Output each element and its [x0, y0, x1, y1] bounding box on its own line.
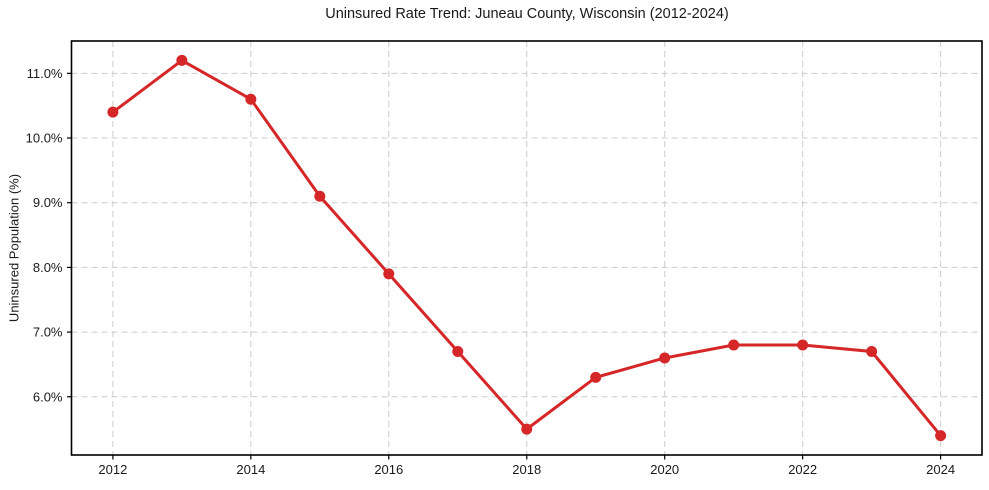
y-tick-label: 10.0% [26, 131, 63, 146]
data-point [866, 346, 878, 357]
data-point [728, 339, 740, 351]
y-tick-label: 7.0% [33, 325, 63, 340]
data-point [452, 346, 464, 357]
x-tick-label: 2020 [650, 462, 679, 477]
data-point [659, 352, 671, 364]
x-tick-label: 2016 [374, 462, 403, 477]
y-tick-label: 9.0% [33, 195, 63, 210]
x-tick-label: 2022 [788, 462, 817, 477]
y-tick-label: 11.0% [27, 66, 63, 81]
data-point [935, 430, 947, 442]
gridlines [71, 41, 982, 455]
data-point [314, 190, 326, 202]
x-tick-label: 2012 [98, 462, 127, 477]
axis-ticks [67, 72, 942, 460]
y-tick-label: 6.0% [33, 389, 63, 404]
chart-title: Uninsured Rate Trend: Juneau County, Wis… [325, 6, 729, 22]
data-point [383, 268, 395, 280]
data-points [107, 54, 947, 442]
x-tick-label: 2024 [926, 462, 955, 477]
data-point [797, 339, 809, 351]
data-point [107, 106, 119, 118]
x-tick-label: 2018 [512, 462, 541, 477]
data-point [521, 423, 533, 435]
x-tick-label: 2014 [236, 462, 265, 477]
axis-tick-labels: 6.0% 7.0% 8.0% 9.0% 10.0% 11.0% 2012 2014 2016 20… [26, 66, 955, 477]
y-tick-label: 8.0% [33, 260, 63, 275]
data-point [590, 371, 602, 383]
data-point [176, 54, 188, 66]
data-point [245, 93, 257, 105]
